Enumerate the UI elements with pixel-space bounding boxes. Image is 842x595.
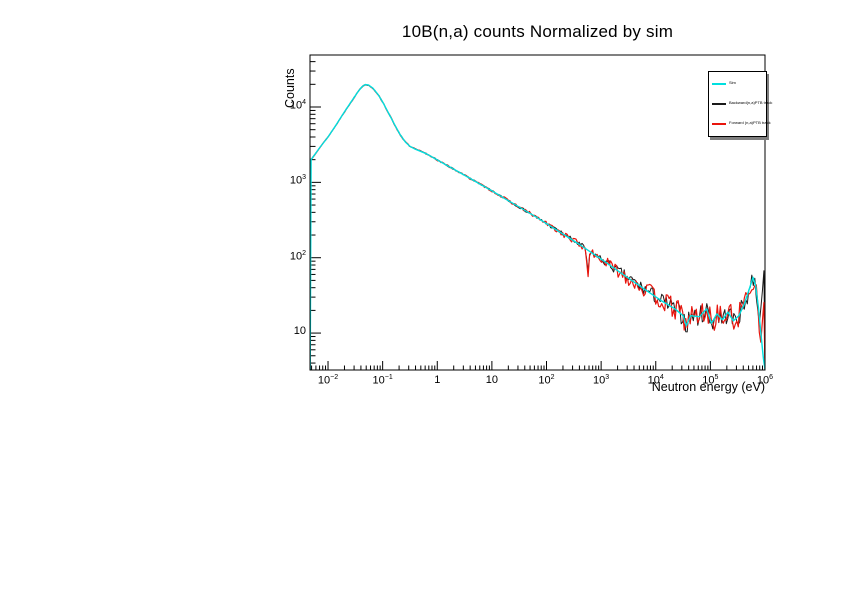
axis-ticks (310, 61, 766, 370)
plot-title: 10B(n,a) counts Normalized by sim (401, 22, 674, 41)
x-tick-label-1e3: 103 (593, 374, 610, 387)
x-tick-label-1e1: 10 (485, 374, 499, 386)
series-backward-n-a-ptb-track (310, 84, 765, 370)
y-tick-label-1e3: 103 (289, 174, 306, 187)
x-tick-label-1e4: 104 (647, 374, 664, 387)
legend-entry-label: Backward(n,a)PTB track (729, 100, 773, 105)
x-tick-label-1e-2: 10−2 (317, 374, 339, 387)
legend-line-swatch (712, 123, 726, 125)
x-tick-label-1e0: 1 (434, 374, 441, 386)
x-tick-label-1e2: 102 (538, 374, 555, 387)
series-sim (310, 83, 765, 370)
y-tick-label-1e2: 102 (289, 249, 306, 263)
legend-entry-label: Sim (729, 80, 736, 85)
legend-entry: Forward (n,a)PTB track (709, 118, 771, 130)
x-axis-title: Neutron energy (eV) (651, 380, 765, 394)
legend-entry-label: Forward (n,a)PTB track (729, 120, 771, 125)
y-tick-label-1e1: 10 (293, 325, 306, 338)
x-tick-label-1e-1: 10−1 (372, 374, 393, 387)
legend: Sim Backward(n,a)PTB track Forward (n,a)PT… (708, 71, 772, 137)
series-forward-n-a-ptb-track (310, 83, 765, 370)
legend-entry: Backward(n,a)PTB track (709, 98, 772, 110)
data-series (310, 83, 765, 370)
y-tick-label-1e4: 104 (289, 98, 306, 112)
legend-line-swatch (712, 103, 726, 105)
x-tick-label-1e5: 105 (702, 374, 719, 387)
plot-frame (309, 54, 766, 371)
legend-line-swatch (712, 83, 726, 85)
x-tick-label-1e6: 106 (756, 374, 774, 387)
legend-entry: Sim (709, 78, 766, 90)
